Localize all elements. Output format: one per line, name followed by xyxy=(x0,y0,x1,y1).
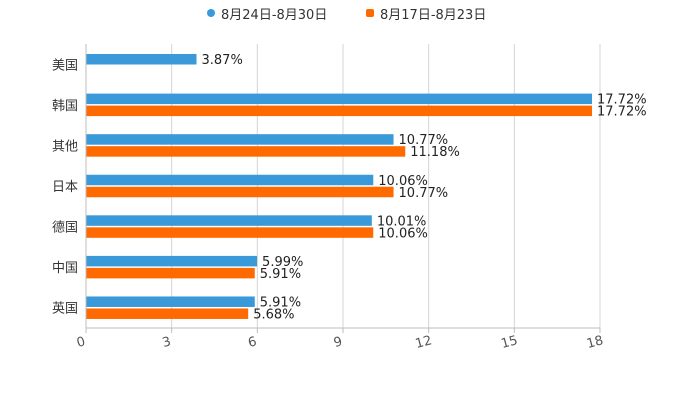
category-label: 中国 xyxy=(52,261,78,276)
legend-label-series-1: 8月24日-8月30日 xyxy=(221,7,328,23)
bar-series-2-5[interactable] xyxy=(86,267,255,279)
legend-label-series-2: 8月17日-8月23日 xyxy=(380,7,487,23)
bar-series-2-3[interactable] xyxy=(86,186,394,198)
data-label: 10.06% xyxy=(378,226,428,241)
data-label: 10.77% xyxy=(399,186,449,201)
x-tick-label: 12 xyxy=(414,333,434,352)
bar-series-2-6[interactable] xyxy=(86,308,249,319)
legend-marker-series-1-icon xyxy=(207,9,215,17)
bar-series-2-1[interactable] xyxy=(86,105,593,117)
data-label: 5.91% xyxy=(260,267,301,282)
data-label: 5.99% xyxy=(262,255,303,270)
bar-series-1-0[interactable] xyxy=(86,54,197,65)
x-axis: 0 3 6 9 12 15 18 xyxy=(75,44,605,352)
legend: 8月24日-8月30日 8月17日-8月23日 xyxy=(0,4,700,24)
data-label: 11.18% xyxy=(410,145,460,160)
bars xyxy=(86,54,593,319)
x-tick-label: 3 xyxy=(161,334,173,351)
category-label: 德国 xyxy=(52,221,78,236)
data-label: 17.72% xyxy=(597,93,647,108)
bar-series-1-2[interactable] xyxy=(86,134,394,145)
x-tick-label: 9 xyxy=(332,334,344,351)
value-labels: 3.87%17.72%17.72%10.77%11.18%10.06%10.77… xyxy=(202,53,647,322)
x-tick-label: 6 xyxy=(246,334,258,351)
bar-series-1-4[interactable] xyxy=(86,215,372,226)
x-tick-label: 0 xyxy=(75,334,87,351)
grid xyxy=(171,44,601,328)
x-tick-label: 18 xyxy=(585,333,605,352)
category-label: 韩国 xyxy=(52,99,78,114)
bar-series-2-4[interactable] xyxy=(86,227,374,238)
bar-series-2-2[interactable] xyxy=(86,146,406,157)
bar-series-1-1[interactable] xyxy=(86,93,593,105)
bar-series-1-5[interactable] xyxy=(86,255,258,267)
legend-marker-series-2-icon xyxy=(366,9,374,17)
data-label: 3.87% xyxy=(202,53,243,68)
data-label: 5.68% xyxy=(253,307,294,322)
legend-item-series-2[interactable]: 8月17日-8月23日 xyxy=(366,4,487,23)
category-label: 日本 xyxy=(52,180,78,195)
legend-item-series-1[interactable]: 8月24日-8月30日 xyxy=(207,4,328,23)
data-label: 10.06% xyxy=(378,174,428,189)
bar-series-1-6[interactable] xyxy=(86,296,255,307)
data-label: 10.01% xyxy=(377,214,427,229)
x-tick-label: 15 xyxy=(499,333,519,352)
data-label: 5.91% xyxy=(260,295,301,310)
category-label: 其他 xyxy=(52,139,78,154)
data-label: 10.77% xyxy=(399,133,449,148)
category-label: 美国 xyxy=(52,58,78,73)
data-label: 17.72% xyxy=(597,105,647,120)
category-label: 英国 xyxy=(52,302,78,317)
bar-series-1-3[interactable] xyxy=(86,174,374,186)
